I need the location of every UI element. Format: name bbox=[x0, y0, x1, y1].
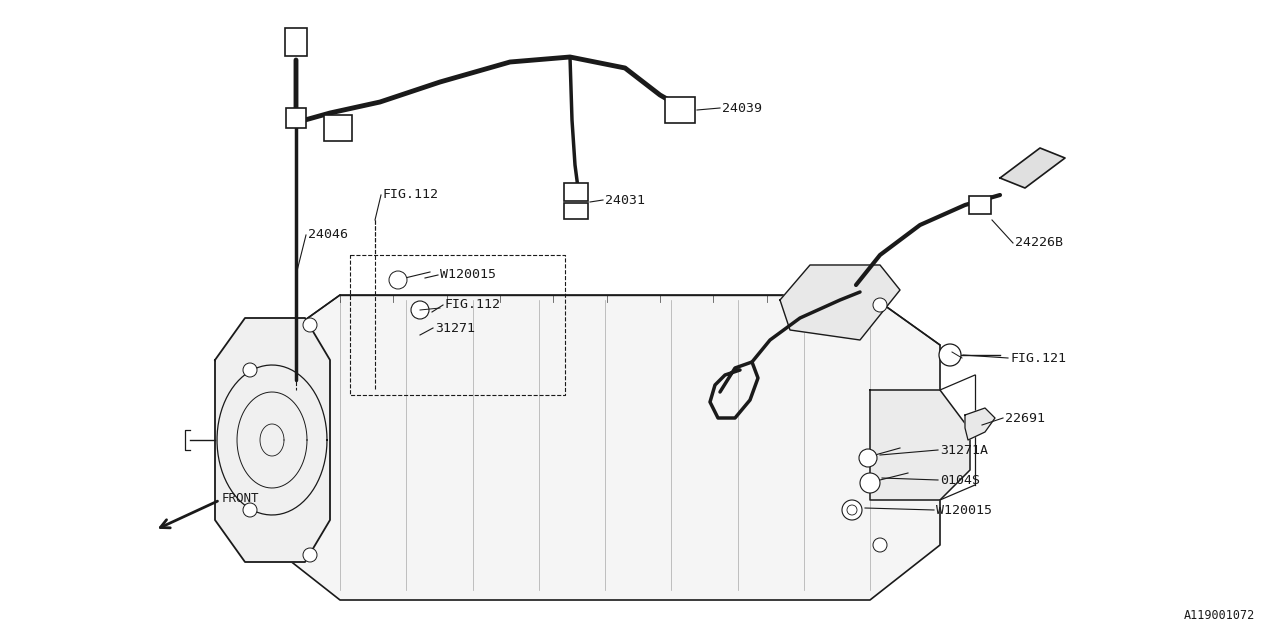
Polygon shape bbox=[270, 295, 940, 600]
Circle shape bbox=[243, 503, 257, 517]
Text: 22691: 22691 bbox=[1005, 412, 1044, 424]
Bar bbox=[969, 196, 991, 214]
Polygon shape bbox=[780, 265, 900, 340]
Text: A119001072: A119001072 bbox=[1184, 609, 1254, 622]
Bar bbox=[564, 183, 588, 201]
Bar bbox=[285, 28, 307, 56]
Polygon shape bbox=[870, 390, 970, 500]
Text: FIG.112: FIG.112 bbox=[445, 298, 500, 312]
Text: 24039: 24039 bbox=[722, 102, 762, 115]
Text: 24031: 24031 bbox=[605, 193, 645, 207]
Bar bbox=[324, 115, 352, 141]
Circle shape bbox=[859, 449, 877, 467]
Circle shape bbox=[411, 301, 429, 319]
Circle shape bbox=[389, 271, 407, 289]
Text: 24226B: 24226B bbox=[1015, 237, 1062, 250]
Polygon shape bbox=[1000, 148, 1065, 188]
Circle shape bbox=[873, 298, 887, 312]
Text: FIG.121: FIG.121 bbox=[1010, 351, 1066, 365]
Polygon shape bbox=[965, 408, 995, 440]
Text: 31271A: 31271A bbox=[940, 444, 988, 456]
Circle shape bbox=[243, 363, 257, 377]
Circle shape bbox=[940, 344, 961, 366]
Bar bbox=[285, 108, 306, 128]
Bar bbox=[564, 203, 588, 219]
Circle shape bbox=[873, 538, 887, 552]
Polygon shape bbox=[215, 318, 330, 562]
Text: FIG.112: FIG.112 bbox=[383, 189, 439, 202]
Circle shape bbox=[303, 318, 317, 332]
Text: W120015: W120015 bbox=[936, 504, 992, 516]
Circle shape bbox=[847, 505, 858, 515]
Circle shape bbox=[842, 500, 861, 520]
Text: 24046: 24046 bbox=[308, 228, 348, 241]
Text: FRONT: FRONT bbox=[221, 492, 260, 504]
Circle shape bbox=[303, 548, 317, 562]
Text: 31271: 31271 bbox=[435, 321, 475, 335]
Text: W120015: W120015 bbox=[440, 269, 497, 282]
Circle shape bbox=[860, 473, 881, 493]
Bar bbox=[666, 97, 695, 123]
Text: 0104S: 0104S bbox=[940, 474, 980, 486]
